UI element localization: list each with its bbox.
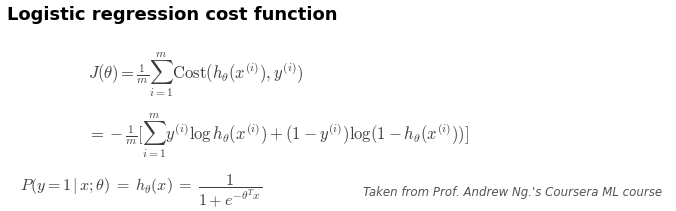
- Text: $= -\frac{1}{m}[\sum_{i=1}^{m} y^{(i)} \log h_{\theta}(x^{(i)}) + (1 - y^{(i)}) : $= -\frac{1}{m}[\sum_{i=1}^{m} y^{(i)} \…: [88, 112, 468, 160]
- Text: $J(\theta) = \frac{1}{m} \sum_{i=1}^{m} \mathrm{Cost}(h_{\theta}(x^{(i)}), y^{(i: $J(\theta) = \frac{1}{m} \sum_{i=1}^{m} …: [88, 51, 304, 99]
- Text: Taken from Prof. Andrew Ng.'s Coursera ML course: Taken from Prof. Andrew Ng.'s Coursera M…: [364, 186, 662, 199]
- Text: Logistic regression cost function: Logistic regression cost function: [7, 6, 337, 24]
- Text: $P(y{=}1\,|\,x;\theta) \;=\; h_{\theta}(x) \;=\; \dfrac{1}{1+e^{-\theta^{T}x}}$: $P(y{=}1\,|\,x;\theta) \;=\; h_{\theta}(…: [20, 173, 263, 210]
